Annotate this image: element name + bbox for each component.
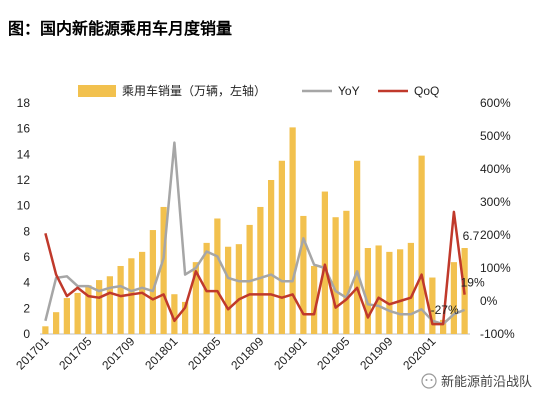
- bar-201702: [53, 312, 60, 334]
- left-axis-tick-label: 4: [23, 276, 30, 290]
- x-axis-tick-label: 202001: [400, 334, 438, 372]
- left-axis-tick-label: 2: [23, 301, 30, 315]
- right-axis-tick-label: 200%: [480, 228, 511, 242]
- right-axis-tick-label: 500%: [480, 129, 511, 143]
- legend-swatch-bars: [78, 85, 116, 97]
- left-axis-tick-label: 18: [17, 96, 31, 110]
- bar-201811: [278, 160, 285, 334]
- line-qoq: [44, 210, 466, 326]
- x-axis-tick-label: 201701: [13, 334, 51, 372]
- bar-201809: [257, 206, 264, 334]
- wechat-icon: [421, 373, 437, 389]
- wechat-icon-eye: [425, 379, 428, 381]
- left-axis-tick-label: 10: [17, 199, 31, 213]
- bar-201705: [85, 285, 92, 334]
- right-axis-tick-label: 400%: [480, 162, 511, 176]
- bar-201909: [386, 251, 393, 334]
- right-axis-tick-label: 300%: [480, 195, 511, 209]
- x-axis-tick-label: 201909: [357, 334, 395, 372]
- chart-title: 图：国内新能源乘用车月度销量: [8, 19, 232, 38]
- annotation-bar-value: 6.7: [463, 229, 480, 243]
- left-axis-tick-label: 14: [17, 147, 31, 161]
- bar-201806: [225, 246, 232, 334]
- left-axis-tick-label: 0: [23, 327, 30, 341]
- bar-202002: [440, 319, 447, 334]
- bar-201802: [182, 301, 189, 334]
- bar-201902: [311, 265, 318, 334]
- bar-201709: [128, 258, 135, 334]
- bar-201712: [160, 206, 167, 334]
- bar-201812: [289, 127, 296, 334]
- bar-201707: [106, 276, 113, 334]
- legend-label-yoy: YoY: [338, 84, 360, 98]
- bar-202001: [429, 277, 436, 334]
- bar-201805: [214, 218, 221, 334]
- right-axis-tick-label: 600%: [480, 96, 511, 110]
- bar-201903: [321, 191, 328, 334]
- left-axis-tick-label: 8: [23, 224, 30, 238]
- bar-202003: [450, 262, 457, 334]
- bar-201906: [354, 160, 361, 334]
- bar-201703: [63, 298, 70, 334]
- bar-201911: [407, 242, 414, 334]
- watermark: 新能源前沿战队: [421, 373, 532, 389]
- bar-201711: [149, 230, 156, 334]
- x-axis-tick-label: 201801: [142, 334, 180, 372]
- bar-201901: [300, 215, 307, 334]
- annotation-yoy-value: -27%: [431, 303, 459, 317]
- bar-201908: [375, 245, 382, 334]
- watermark-text: 新能源前沿战队: [441, 374, 532, 389]
- bar-201704: [74, 292, 81, 334]
- chart-legend: 乘用车销量（万辆，左轴） YoY QoQ: [78, 83, 439, 98]
- x-axis-tick-label: 201809: [228, 334, 266, 372]
- bar-201706: [96, 280, 103, 334]
- bar-201905: [343, 210, 350, 334]
- legend-label-qoq: QoQ: [414, 84, 439, 98]
- x-axis-tick-label: 201805: [185, 334, 223, 372]
- left-axis-tick-label: 12: [17, 173, 31, 187]
- bar-201912: [418, 155, 425, 334]
- left-axis-tick-label: 6: [23, 250, 30, 264]
- bar-201701: [42, 326, 49, 334]
- x-axis-tick-label: 201709: [99, 334, 137, 372]
- bar-201810: [268, 180, 275, 334]
- right-axis-tick-label: -100%: [480, 327, 515, 341]
- x-axis-tick-label: 201901: [271, 334, 309, 372]
- bar-series: [42, 127, 468, 334]
- bar-201807: [235, 244, 242, 334]
- bar-201801: [171, 294, 178, 334]
- line-series: [44, 141, 466, 326]
- annotation-qoq-value: 19%: [461, 276, 485, 290]
- bar-201803: [192, 262, 199, 334]
- x-axis-tick-label: 201705: [56, 334, 94, 372]
- left-axis-tick-label: 16: [17, 122, 31, 136]
- bar-201910: [397, 249, 404, 334]
- chart-annotations: 6.7 19%-27%: [431, 229, 485, 317]
- right-axis-tick-label: 100%: [480, 261, 511, 275]
- bar-201804: [203, 242, 210, 334]
- bar-201907: [364, 248, 371, 334]
- right-axis-tick-label: 0%: [480, 294, 498, 308]
- wechat-icon-eye: [430, 379, 433, 381]
- x-axis-tick-label: 201905: [314, 334, 352, 372]
- bar-201708: [117, 265, 124, 334]
- legend-label-bars: 乘用车销量（万辆，左轴）: [122, 83, 266, 98]
- bar-201904: [332, 217, 339, 334]
- line-yoy: [44, 141, 466, 326]
- bar-201808: [246, 224, 253, 334]
